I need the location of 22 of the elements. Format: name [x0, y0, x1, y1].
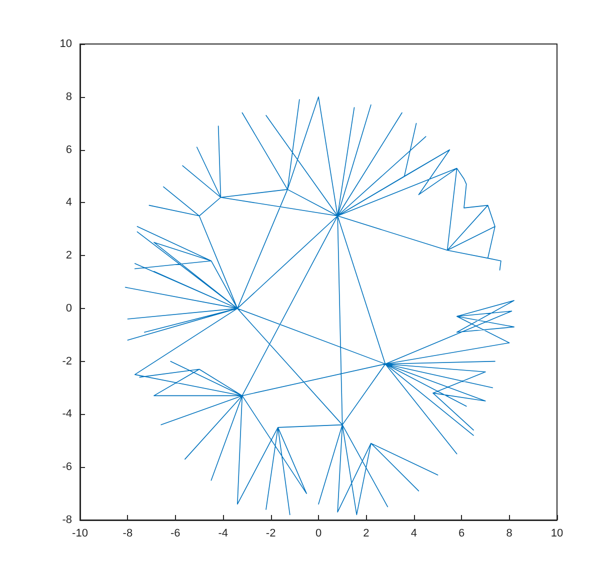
x-tick-label: -4: [218, 528, 228, 540]
x-tick-label: -6: [170, 528, 180, 540]
x-tick-label: 10: [550, 528, 564, 540]
x-tick-label: 4: [410, 528, 417, 540]
y-tick-label: -6: [62, 461, 72, 474]
x-tick-label: 0: [315, 528, 322, 540]
x-tick-label: -10: [72, 528, 88, 540]
y-tick-label: 2: [66, 250, 72, 262]
y-tick-label: -2: [62, 355, 72, 368]
y-tick-label: 0: [66, 302, 72, 314]
y-tick-label: 4: [66, 196, 72, 209]
y-tick-label: -8: [62, 514, 72, 526]
x-tick-label: 2: [363, 528, 370, 540]
y-tick-label: -4: [62, 408, 72, 420]
y-tick-label: 8: [66, 90, 72, 103]
y-tick-label: 6: [66, 144, 72, 156]
x-tick-label: -8: [122, 528, 133, 540]
y-tick-label: 10: [60, 38, 72, 50]
x-tick-label: 6: [458, 528, 465, 540]
line-series: [124, 96, 514, 516]
x-tick-label: -2: [266, 528, 276, 540]
x-tick-label: 8: [506, 528, 512, 540]
